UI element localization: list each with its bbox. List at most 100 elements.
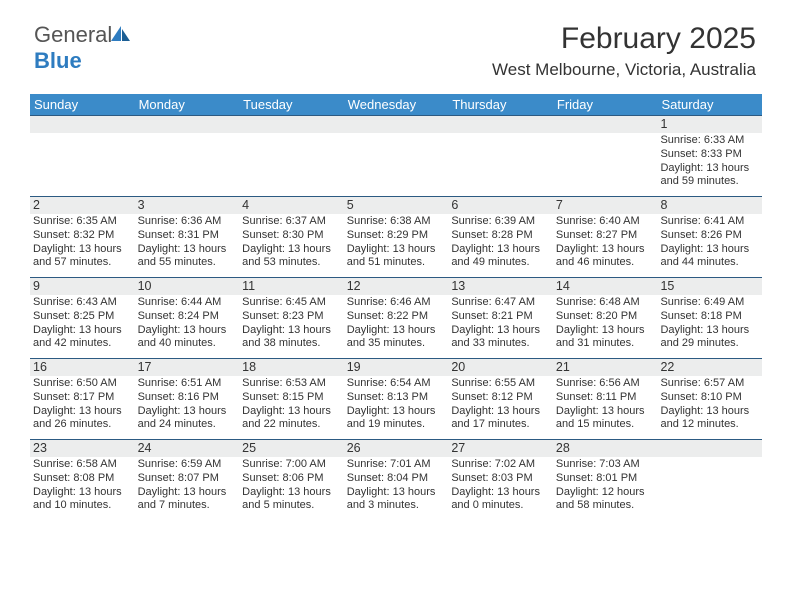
sunset-text: Sunset: 8:25 PM [33,310,132,324]
title-block: February 2025 West Melbourne, Victoria, … [492,22,756,80]
day-cell: 12Sunrise: 6:46 AMSunset: 8:22 PMDayligh… [344,278,449,358]
day-cell: 18Sunrise: 6:53 AMSunset: 8:15 PMDayligh… [239,359,344,439]
sunrise-text: Sunrise: 6:46 AM [347,296,446,310]
day-cell: 16Sunrise: 6:50 AMSunset: 8:17 PMDayligh… [30,359,135,439]
day-cell [657,440,762,520]
sunrise-text: Sunrise: 6:51 AM [138,377,237,391]
daylight-text: Daylight: 13 hours and 26 minutes. [33,405,132,433]
location-subtitle: West Melbourne, Victoria, Australia [492,60,756,80]
sunrise-text: Sunrise: 6:48 AM [556,296,655,310]
sunrise-text: Sunrise: 6:53 AM [242,377,341,391]
daylight-text: Daylight: 13 hours and 51 minutes. [347,243,446,271]
day-cell: 20Sunrise: 6:55 AMSunset: 8:12 PMDayligh… [448,359,553,439]
day-number: 4 [239,197,344,214]
sunrise-text: Sunrise: 6:50 AM [33,377,132,391]
day-body: Sunrise: 6:40 AMSunset: 8:27 PMDaylight:… [553,214,658,273]
day-header-friday: Friday [553,94,658,115]
day-number [448,116,553,133]
sunset-text: Sunset: 8:16 PM [138,391,237,405]
daylight-text: Daylight: 13 hours and 46 minutes. [556,243,655,271]
daylight-text: Daylight: 13 hours and 57 minutes. [33,243,132,271]
daylight-text: Daylight: 13 hours and 35 minutes. [347,324,446,352]
day-cell: 22Sunrise: 6:57 AMSunset: 8:10 PMDayligh… [657,359,762,439]
day-number [344,116,449,133]
sunset-text: Sunset: 8:17 PM [33,391,132,405]
day-cell: 6Sunrise: 6:39 AMSunset: 8:28 PMDaylight… [448,197,553,277]
day-cell: 1Sunrise: 6:33 AMSunset: 8:33 PMDaylight… [657,116,762,196]
day-body: Sunrise: 6:47 AMSunset: 8:21 PMDaylight:… [448,295,553,354]
day-number [239,116,344,133]
day-body: Sunrise: 6:50 AMSunset: 8:17 PMDaylight:… [30,376,135,435]
day-number: 13 [448,278,553,295]
day-cell: 7Sunrise: 6:40 AMSunset: 8:27 PMDaylight… [553,197,658,277]
sunset-text: Sunset: 8:29 PM [347,229,446,243]
day-number: 21 [553,359,658,376]
sunrise-text: Sunrise: 7:02 AM [451,458,550,472]
day-number [553,116,658,133]
calendar: Sunday Monday Tuesday Wednesday Thursday… [30,94,762,520]
daylight-text: Daylight: 13 hours and 40 minutes. [138,324,237,352]
sunrise-text: Sunrise: 7:03 AM [556,458,655,472]
day-body: Sunrise: 6:57 AMSunset: 8:10 PMDaylight:… [657,376,762,435]
daylight-text: Daylight: 13 hours and 12 minutes. [660,405,759,433]
day-cell: 25Sunrise: 7:00 AMSunset: 8:06 PMDayligh… [239,440,344,520]
sunset-text: Sunset: 8:28 PM [451,229,550,243]
sunset-text: Sunset: 8:31 PM [138,229,237,243]
day-body: Sunrise: 6:44 AMSunset: 8:24 PMDaylight:… [135,295,240,354]
sunset-text: Sunset: 8:33 PM [660,148,759,162]
day-number: 7 [553,197,658,214]
day-number: 20 [448,359,553,376]
day-cell: 21Sunrise: 6:56 AMSunset: 8:11 PMDayligh… [553,359,658,439]
sunrise-text: Sunrise: 6:43 AM [33,296,132,310]
sunset-text: Sunset: 8:10 PM [660,391,759,405]
day-number: 11 [239,278,344,295]
daylight-text: Daylight: 13 hours and 33 minutes. [451,324,550,352]
daylight-text: Daylight: 13 hours and 7 minutes. [138,486,237,514]
sunset-text: Sunset: 8:27 PM [556,229,655,243]
sunrise-text: Sunrise: 6:57 AM [660,377,759,391]
sunrise-text: Sunrise: 6:59 AM [138,458,237,472]
day-body: Sunrise: 6:49 AMSunset: 8:18 PMDaylight:… [657,295,762,354]
day-number: 24 [135,440,240,457]
day-body: Sunrise: 6:33 AMSunset: 8:33 PMDaylight:… [657,133,762,192]
sunrise-text: Sunrise: 6:33 AM [660,134,759,148]
day-number: 18 [239,359,344,376]
day-cell [344,116,449,196]
logo-word2: Blue [34,48,82,73]
day-number: 5 [344,197,449,214]
day-number: 10 [135,278,240,295]
day-number [135,116,240,133]
daylight-text: Daylight: 13 hours and 3 minutes. [347,486,446,514]
sunset-text: Sunset: 8:26 PM [660,229,759,243]
daylight-text: Daylight: 13 hours and 24 minutes. [138,405,237,433]
day-body: Sunrise: 6:35 AMSunset: 8:32 PMDaylight:… [30,214,135,273]
day-body: Sunrise: 6:58 AMSunset: 8:08 PMDaylight:… [30,457,135,516]
sunset-text: Sunset: 8:15 PM [242,391,341,405]
daylight-text: Daylight: 13 hours and 49 minutes. [451,243,550,271]
sunset-text: Sunset: 8:12 PM [451,391,550,405]
day-cell: 4Sunrise: 6:37 AMSunset: 8:30 PMDaylight… [239,197,344,277]
day-cell [448,116,553,196]
day-body: Sunrise: 6:56 AMSunset: 8:11 PMDaylight:… [553,376,658,435]
day-number: 27 [448,440,553,457]
sunrise-text: Sunrise: 6:56 AM [556,377,655,391]
day-cell: 11Sunrise: 6:45 AMSunset: 8:23 PMDayligh… [239,278,344,358]
day-body: Sunrise: 6:55 AMSunset: 8:12 PMDaylight:… [448,376,553,435]
sunrise-text: Sunrise: 6:47 AM [451,296,550,310]
day-number: 3 [135,197,240,214]
day-cell: 27Sunrise: 7:02 AMSunset: 8:03 PMDayligh… [448,440,553,520]
day-body: Sunrise: 6:37 AMSunset: 8:30 PMDaylight:… [239,214,344,273]
sunset-text: Sunset: 8:04 PM [347,472,446,486]
week-row: 23Sunrise: 6:58 AMSunset: 8:08 PMDayligh… [30,439,762,520]
day-body: Sunrise: 6:54 AMSunset: 8:13 PMDaylight:… [344,376,449,435]
week-row: 16Sunrise: 6:50 AMSunset: 8:17 PMDayligh… [30,358,762,439]
week-row: 9Sunrise: 6:43 AMSunset: 8:25 PMDaylight… [30,277,762,358]
day-cell: 17Sunrise: 6:51 AMSunset: 8:16 PMDayligh… [135,359,240,439]
sunset-text: Sunset: 8:30 PM [242,229,341,243]
logo: General Blue [34,22,132,74]
sunrise-text: Sunrise: 6:49 AM [660,296,759,310]
day-header-wednesday: Wednesday [344,94,449,115]
daylight-text: Daylight: 13 hours and 17 minutes. [451,405,550,433]
day-cell: 3Sunrise: 6:36 AMSunset: 8:31 PMDaylight… [135,197,240,277]
daylight-text: Daylight: 13 hours and 29 minutes. [660,324,759,352]
